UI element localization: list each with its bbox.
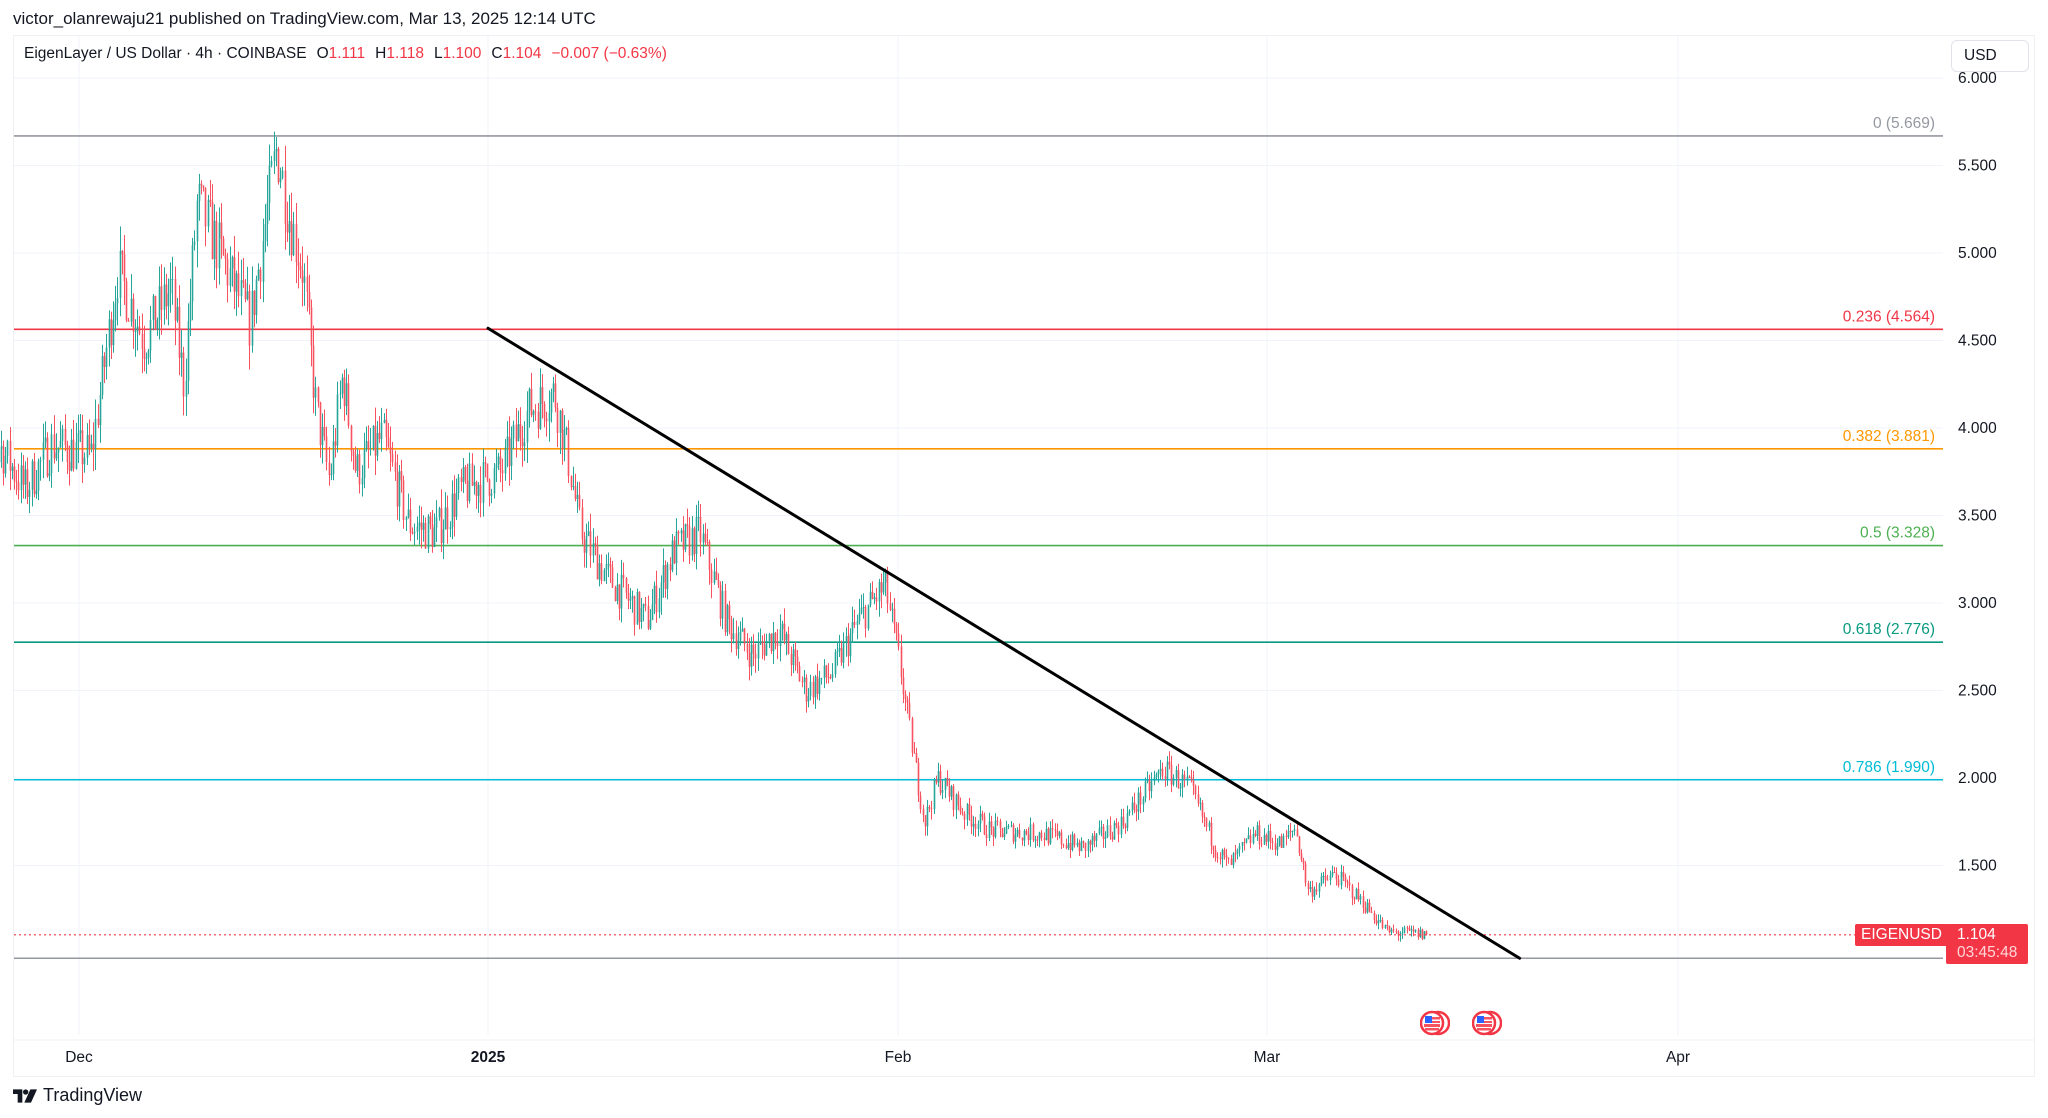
symbol-legend: EigenLayer / US Dollar · 4h · COINBASE O…	[24, 45, 667, 63]
y-axis-label: 5.000	[1958, 245, 1997, 262]
fib-level-label: 0.236 (4.564)	[1843, 308, 1935, 325]
us-flag-event-icon[interactable]	[1420, 1008, 1450, 1038]
x-axis-label: Feb	[885, 1049, 912, 1066]
bar-countdown: 03:45:48	[1957, 944, 2018, 961]
y-axis-label: 1.500	[1958, 858, 1997, 875]
open-key: O	[316, 45, 329, 62]
descending-trendline[interactable]	[486, 326, 1522, 960]
high-key: H	[375, 45, 387, 62]
fib-level-label: 0.786 (1.990)	[1843, 759, 1935, 776]
y-axis-label: 2.000	[1958, 770, 1997, 787]
close-key: C	[491, 45, 503, 62]
last-price: 1.104	[1957, 926, 1996, 943]
y-axis-label: 3.000	[1958, 595, 1997, 612]
y-axis-label: 3.500	[1958, 508, 1997, 525]
tradingview-logo[interactable]: TradingView	[13, 1085, 142, 1106]
fib-level-label: 0.5 (3.328)	[1860, 525, 1935, 542]
open-value: 1.111	[328, 45, 366, 62]
close-value: 1.104	[502, 45, 542, 62]
publish-info: victor_olanrewaju21 published on Trading…	[13, 9, 596, 28]
low-value: 1.100	[442, 45, 482, 62]
brand-name: TradingView	[43, 1085, 143, 1105]
x-axis-label: Dec	[65, 1049, 93, 1066]
currency-button[interactable]: USD	[1951, 40, 2029, 72]
y-axis-label: 4.500	[1958, 333, 1997, 350]
symbol-price-tag: EIGENUSD	[1855, 924, 1948, 946]
low-key: L	[433, 45, 443, 62]
fib-level-label: 0 (5.669)	[1873, 115, 1935, 132]
high-value: 1.118	[386, 45, 424, 62]
fib-level-label: 0.382 (3.881)	[1843, 428, 1935, 445]
x-axis-label: 2025	[471, 1049, 506, 1066]
y-axis-label: 6.000	[1958, 70, 1997, 87]
us-flag-event-icon[interactable]	[1472, 1008, 1502, 1038]
y-axis-label: 2.500	[1958, 683, 1997, 700]
chart-frame	[13, 35, 2035, 1077]
y-axis-label: 5.500	[1958, 158, 1997, 175]
change-value: −0.007 (−0.63%)	[551, 45, 667, 62]
candles	[0, 131, 1428, 942]
symbol-description: EigenLayer / US Dollar · 4h · COINBASE	[24, 45, 307, 62]
x-axis-label: Mar	[1254, 1049, 1281, 1066]
tradingview-logo-icon	[13, 1088, 37, 1103]
last-price-tag: 1.104 03:45:48	[1946, 924, 2028, 964]
fib-level-label: 0.618 (2.776)	[1843, 621, 1935, 638]
x-axis-label: Apr	[1666, 1049, 1690, 1066]
y-axis-label: 4.000	[1958, 420, 1997, 437]
